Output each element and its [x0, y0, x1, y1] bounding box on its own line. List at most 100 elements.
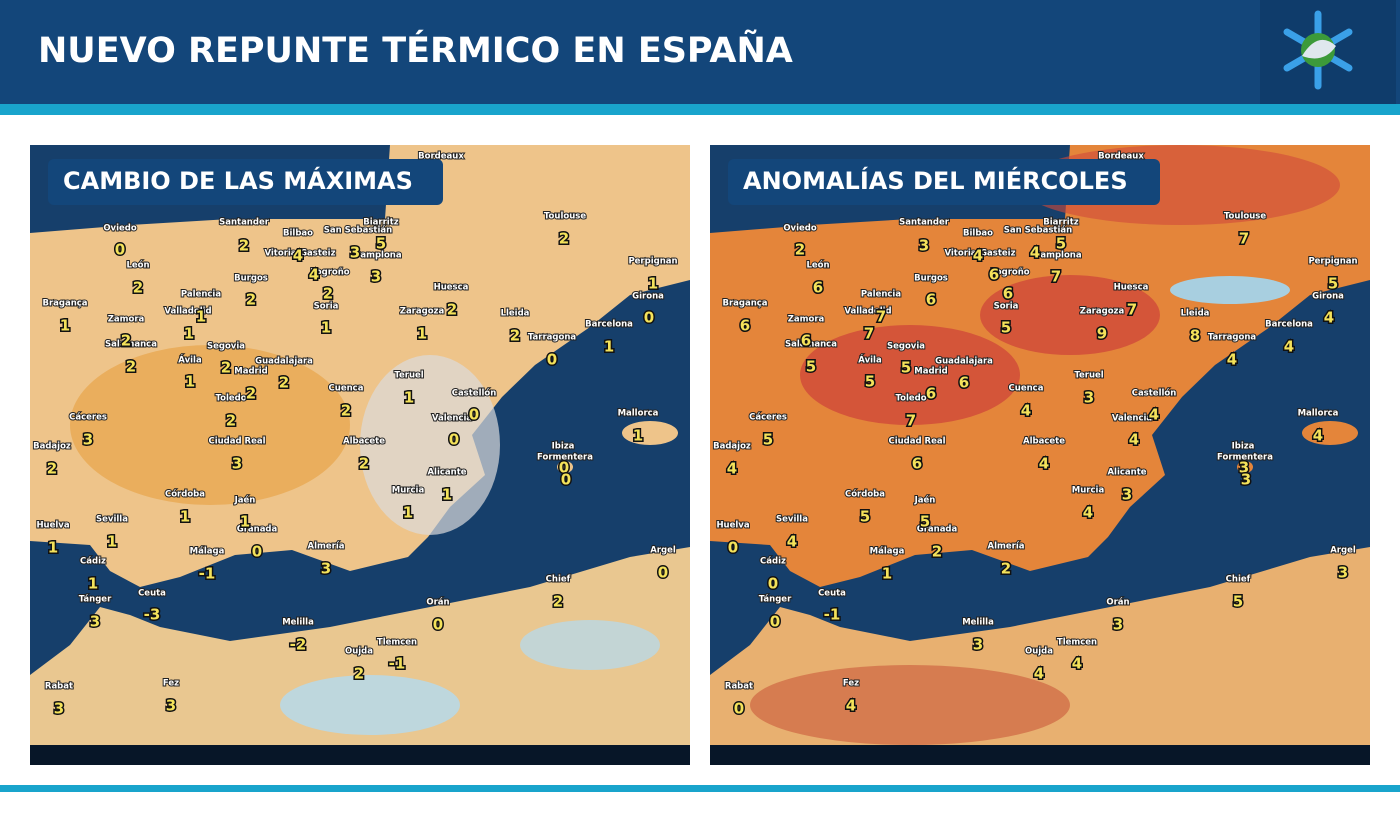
value-label: 4	[1072, 655, 1082, 673]
value-label: 4	[1034, 665, 1044, 683]
value-label: 7	[906, 412, 916, 430]
value-label: 4	[309, 266, 319, 284]
city-label: Bordeaux	[1098, 152, 1144, 162]
city-label: Ciudad Real	[208, 437, 265, 447]
city-label: Córdoba	[845, 489, 885, 500]
value-label: 1	[240, 513, 250, 531]
city-label: Granada	[237, 525, 278, 535]
value-label: 4	[846, 697, 856, 715]
value-label: 1	[321, 319, 331, 337]
value-label: 2	[246, 385, 256, 403]
value-label: 5	[763, 431, 773, 449]
value-label: -1	[389, 655, 406, 673]
value-label: 2	[559, 230, 569, 248]
value-label: 6	[912, 455, 922, 473]
city-label: Bilbao	[963, 229, 993, 239]
city-label: Burgos	[234, 274, 268, 284]
value-label: 7	[864, 325, 874, 343]
city-label: Lleida	[1181, 309, 1210, 319]
city-label: Melilla	[282, 618, 314, 628]
city-label: Córdoba	[165, 489, 205, 500]
city-label: Palencia	[181, 290, 221, 300]
city-label: Fez	[163, 679, 179, 689]
value-label: 2	[341, 402, 351, 420]
value-label: 6	[740, 317, 750, 335]
city-label: Teruel	[394, 371, 423, 381]
city-label: Valencia	[432, 414, 473, 424]
city-label: Barcelona	[585, 320, 633, 330]
value-label: 0	[469, 406, 479, 424]
city-label: Valladolid	[164, 307, 211, 317]
city-label: Zaragoza	[1080, 307, 1125, 317]
city-label: Logroño	[310, 268, 349, 278]
value-label: 2	[795, 241, 805, 259]
land	[710, 145, 1370, 587]
value-label: 1	[88, 575, 98, 593]
city-label: Cádiz	[80, 557, 106, 567]
city-label: Orán	[426, 598, 449, 608]
value-label: 5	[376, 235, 386, 253]
value-label: 2	[553, 593, 563, 611]
land	[30, 547, 690, 745]
value-label: 2	[359, 455, 369, 473]
value-label: 4	[1324, 309, 1334, 327]
city-label: Tarragona	[528, 333, 577, 343]
city-label: Madrid	[234, 367, 267, 377]
city-label: Guadalajara	[255, 357, 313, 367]
city-label: Tarragona	[1208, 333, 1257, 343]
value-label: 6	[1003, 285, 1013, 303]
city-label: Vitoria-Gasteiz	[944, 249, 1015, 259]
city-label: Sevilla	[776, 515, 808, 525]
city-label: Perpignan	[628, 257, 677, 267]
city-label: Fez	[843, 679, 859, 689]
value-label: 0	[561, 471, 571, 489]
value-label: 0	[770, 613, 780, 631]
map-footer	[30, 745, 690, 765]
value-label: 3	[973, 636, 983, 654]
island	[557, 461, 573, 473]
city-label: Jaén	[914, 495, 936, 506]
city-label: Tlemcen	[1057, 638, 1097, 648]
island	[1237, 461, 1253, 473]
city-label: Huelva	[716, 521, 749, 531]
city-label: Bordeaux	[418, 152, 464, 162]
city-label: Toulouse	[1224, 212, 1266, 222]
city-label: Badajoz	[33, 442, 71, 452]
value-label: 0	[734, 700, 744, 718]
value-label: 4	[1039, 455, 1049, 473]
value-label: 4	[293, 247, 303, 265]
city-label: Oviedo	[783, 224, 817, 234]
city-label: Salamanca	[105, 340, 157, 350]
value-label: 2	[47, 460, 57, 478]
city-label: Castellón	[1132, 388, 1177, 399]
city-label: Oujda	[1025, 647, 1053, 657]
city-label: Girona	[1312, 292, 1344, 302]
city-label: Pamplona	[1034, 251, 1081, 261]
city-label: Oviedo	[103, 224, 137, 234]
value-label: 2	[121, 332, 131, 350]
value-label: 4	[1129, 431, 1139, 449]
city-label: Vitoria-Gasteiz	[264, 249, 335, 259]
city-label: Toledo	[215, 394, 246, 404]
value-label: 4	[1149, 406, 1159, 424]
city-label: Toulouse	[544, 212, 586, 222]
city-label: Mallorca	[1298, 409, 1339, 419]
city-label: Lleida	[501, 309, 530, 319]
value-label: 7	[1127, 301, 1137, 319]
value-label: 3	[83, 431, 93, 449]
map-panel: CAMBIO DE LAS MÁXIMAS Bordeaux Oviedo Santa…	[30, 145, 690, 765]
city-label: Soria	[994, 302, 1019, 312]
city-label: Jaén	[234, 495, 256, 506]
value-label: 5	[1056, 235, 1066, 253]
value-label: 2	[323, 285, 333, 303]
value-label: 6	[959, 374, 969, 392]
value-label: 1	[604, 338, 614, 356]
value-label: 2	[226, 412, 236, 430]
value-label: 1	[403, 504, 413, 522]
city-label: San Sebastián	[1004, 226, 1072, 236]
value-label: 2	[133, 279, 143, 297]
value-label: 3	[321, 560, 331, 578]
city-label: Madrid	[914, 367, 947, 377]
city-label: Perpignan	[1308, 257, 1357, 267]
